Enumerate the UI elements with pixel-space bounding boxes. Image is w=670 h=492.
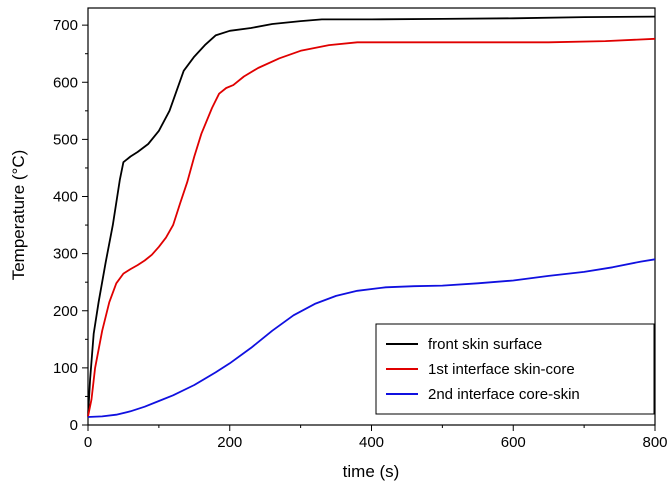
x-axis-label: time (s) <box>343 462 400 481</box>
y-tick-label: 600 <box>53 74 78 91</box>
y-tick-label: 300 <box>53 246 78 263</box>
legend-label: front skin surface <box>428 336 542 353</box>
y-tick-label: 500 <box>53 131 78 148</box>
legend-label: 1st interface skin-core <box>428 361 575 378</box>
series-line-1 <box>87 15 656 417</box>
x-tick-label: 800 <box>642 434 667 451</box>
legend-label: 2nd interface core-skin <box>428 386 580 403</box>
x-tick-label: 600 <box>501 434 526 451</box>
x-tick-label: 400 <box>359 434 384 451</box>
series-line-3 <box>87 258 656 418</box>
y-tick-label: 100 <box>53 360 78 377</box>
legend-box <box>375 323 655 415</box>
legend: front skin surface 1st interface skin-cor… <box>375 323 655 415</box>
axes: 0 200 400 600 800 0 100 200 300 400 500 600 700 <box>53 7 668 451</box>
series-line-2 <box>87 37 656 417</box>
y-tick-label: 400 <box>53 189 78 206</box>
y-axis-label: Temperature (°C) <box>9 150 28 281</box>
x-tick-label: 0 <box>84 434 92 451</box>
y-tick-label: 200 <box>53 303 78 320</box>
series-lines <box>87 15 656 418</box>
x-tick-label: 200 <box>217 434 242 451</box>
y-tick-label: 0 <box>70 417 78 434</box>
y-tick-label: 700 <box>53 17 78 34</box>
